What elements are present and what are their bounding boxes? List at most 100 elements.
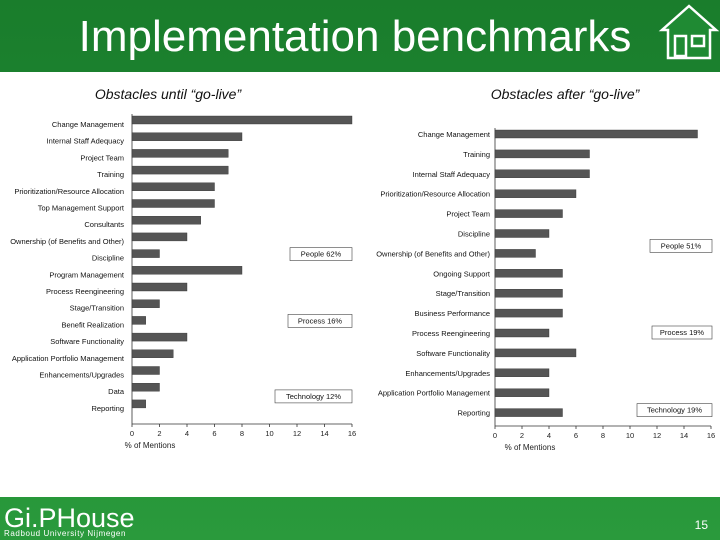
bar	[131, 383, 160, 392]
page-number: 15	[694, 518, 708, 532]
group-box	[287, 314, 353, 328]
group-box	[289, 247, 353, 261]
group-label: Process 16%	[298, 316, 343, 325]
bar	[131, 249, 160, 258]
bar	[131, 215, 201, 225]
bar	[494, 189, 577, 198]
category-label: Project Team	[80, 153, 124, 162]
x-tick-label: 4	[547, 431, 551, 440]
logo: Gi.PHouse	[4, 503, 135, 533]
x-tick-label: 6	[212, 429, 216, 438]
bar	[494, 308, 563, 318]
bar	[131, 132, 243, 141]
x-tick-label: 4	[185, 429, 189, 438]
group-label: Technology 19%	[647, 406, 702, 415]
category-label: Process Reengineering	[46, 287, 124, 296]
category-label: Discipline	[92, 254, 124, 263]
bar	[494, 348, 577, 358]
x-tick-label: 0	[130, 429, 134, 438]
category-label: Ownership (of Benefits and Other)	[376, 249, 490, 258]
charts-canvas: Obstacles until “go-live” 0 2 4 6 8 10 12 14 16 % …	[10, 86, 715, 452]
bar	[131, 299, 160, 308]
bar	[494, 129, 698, 139]
x-tick-label: 16	[348, 429, 356, 438]
category-label: Business Performance	[415, 309, 490, 318]
bar	[494, 368, 550, 377]
bar	[494, 328, 550, 338]
bar	[131, 115, 353, 125]
category-label: Change Management	[52, 120, 125, 129]
category-label: Software Functionality	[50, 337, 124, 346]
bar	[494, 288, 563, 298]
category-label: Reporting	[457, 409, 490, 418]
category-label: Training	[463, 150, 490, 159]
category-label: Prioritization/Resource Allocation	[14, 187, 124, 196]
slide-title: Implementation benchmarks	[78, 12, 632, 61]
group-label: People 62%	[301, 250, 342, 259]
x-tick-label: 14	[680, 431, 688, 440]
x-tick-label: 2	[520, 431, 524, 440]
x-tick-label: 8	[601, 431, 605, 440]
category-label: Top Management Support	[38, 204, 125, 213]
bar	[494, 209, 563, 218]
x-tick-label: 10	[626, 431, 634, 440]
bar	[131, 349, 174, 358]
slide-content: Obstacles until “go-live” 0 2 4 6 8 10 12 14 16 % …	[0, 72, 720, 497]
category-label: Benefit Realization	[61, 320, 124, 329]
bar	[494, 249, 536, 258]
x-tick-label: 0	[493, 431, 497, 440]
x-tick-label: 10	[265, 429, 273, 438]
house-icon[interactable]	[658, 2, 720, 64]
category-label: Ongoing Support	[433, 269, 491, 278]
chart-title: Obstacles after “go-live”	[491, 86, 641, 102]
category-label: Stage/Transition	[436, 289, 490, 298]
bar	[131, 282, 188, 292]
bar	[131, 199, 215, 208]
bar	[131, 165, 229, 175]
category-label: Program Management	[49, 270, 125, 279]
group-label: Process 19%	[660, 328, 705, 337]
category-label: Data	[108, 387, 125, 396]
bar	[131, 366, 160, 375]
category-label: Project Team	[446, 210, 490, 219]
category-label: Software Functionality	[416, 349, 490, 358]
x-tick-label: 6	[574, 431, 578, 440]
group-box	[649, 239, 713, 253]
x-tick-label: 8	[240, 429, 244, 438]
category-label: Process Reengineering	[412, 329, 490, 338]
university-name: Radboud University Nijmegen	[4, 529, 127, 538]
bar	[131, 182, 215, 192]
bar	[494, 229, 550, 238]
x-axis-label: % of Mentions	[125, 441, 176, 450]
bar	[131, 399, 146, 409]
bar	[494, 149, 590, 159]
category-label: Ownership (of Benefits and Other)	[10, 237, 124, 246]
x-tick-label: 12	[653, 431, 661, 440]
category-label: Training	[97, 170, 124, 179]
category-label: Discipline	[458, 230, 490, 239]
chart-title: Obstacles until “go-live”	[95, 86, 243, 102]
category-label: Application Portfolio Management	[12, 354, 125, 363]
group-label: People 51%	[661, 241, 702, 250]
bar	[494, 388, 550, 397]
group-box	[651, 325, 713, 340]
group-box	[274, 389, 353, 404]
category-label: Enhancements/Upgrades	[405, 369, 490, 378]
group-box	[636, 403, 713, 417]
category-label: Enhancements/Upgrades	[39, 371, 124, 380]
bar	[131, 149, 229, 158]
bar	[131, 266, 243, 275]
x-tick-label: 2	[157, 429, 161, 438]
category-label: Internal Staff Adequacy	[47, 137, 125, 146]
category-label: Stage/Transition	[70, 304, 124, 313]
category-label: Prioritization/Resource Allocation	[380, 190, 490, 199]
category-label: Internal Staff Adequacy	[413, 170, 491, 179]
bar	[494, 408, 563, 417]
group-label: Technology 12%	[286, 392, 341, 401]
bar	[494, 169, 590, 179]
bar	[131, 232, 188, 242]
bar	[131, 332, 188, 342]
category-label: Application Portfolio Management	[378, 389, 491, 398]
category-label: Change Management	[418, 130, 491, 139]
x-tick-label: 14	[320, 429, 328, 438]
